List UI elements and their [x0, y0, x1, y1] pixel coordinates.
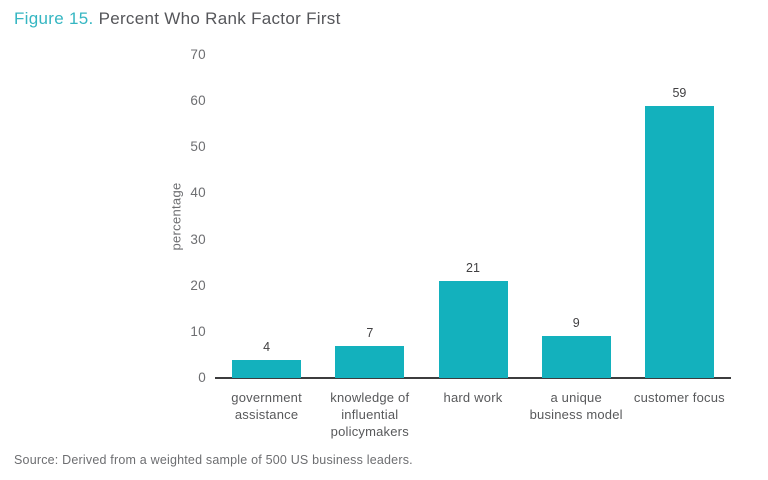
x-category-label: hard work	[443, 390, 503, 405]
x-category-label: customer focus	[633, 390, 725, 405]
y-tick-label: 20	[190, 277, 206, 293]
y-tick-label: 10	[190, 323, 206, 339]
y-tick-label: 50	[190, 139, 206, 155]
x-category-label: knowledge of influential policymakers	[330, 390, 410, 439]
source-note: Source: Derived from a weighted sample o…	[14, 453, 413, 467]
y-tick-label: 60	[190, 93, 206, 109]
y-tick-label: 30	[190, 231, 206, 247]
bar-value-label: 59	[672, 85, 687, 100]
y-tick-label: 0	[198, 370, 206, 385]
bar	[644, 105, 714, 378]
bar-value-label: 21	[466, 261, 480, 276]
bar-value-label: 7	[366, 325, 374, 340]
figure-number-label: Figure 15.	[14, 9, 94, 28]
x-category-label: a unique business model	[529, 390, 623, 422]
bar	[335, 345, 405, 378]
bar	[232, 359, 302, 378]
bar	[541, 336, 611, 378]
y-tick-label: 70	[190, 47, 206, 62]
y-axis-title: percentage	[168, 182, 184, 251]
figure-title-text: Percent Who Rank Factor First	[93, 9, 341, 28]
bar	[438, 281, 508, 378]
x-axis-line	[215, 377, 731, 379]
bar-value-label: 9	[572, 316, 580, 331]
x-category-label: government assistance	[231, 390, 302, 422]
y-tick-label: 40	[190, 185, 206, 201]
figure-title: Figure 15. Percent Who Rank Factor First	[14, 9, 341, 29]
bar-value-label: 4	[263, 339, 271, 354]
